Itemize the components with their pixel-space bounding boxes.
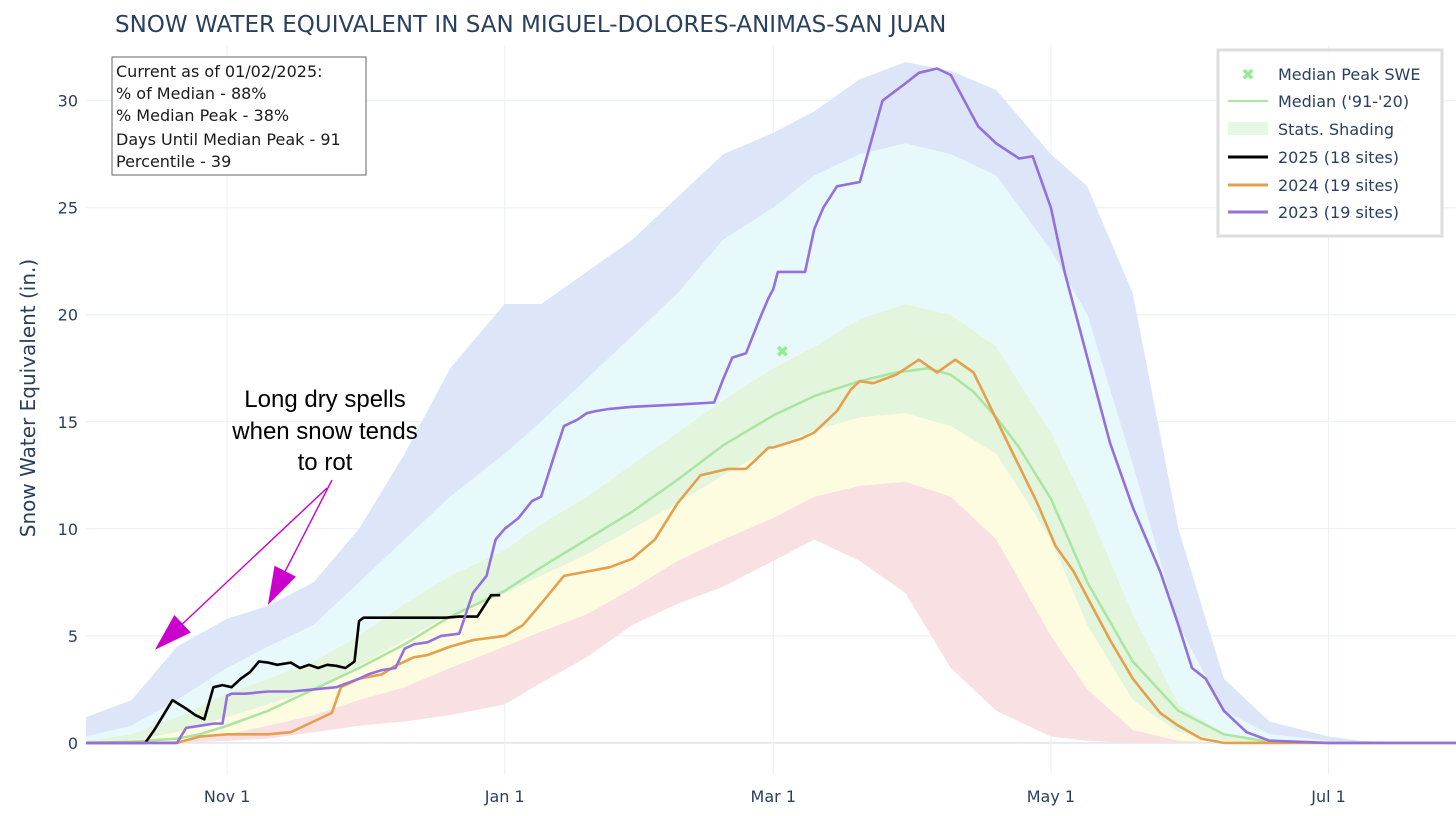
x-tick-label: Nov 1 xyxy=(204,787,251,806)
series-line-2025 xyxy=(86,593,501,745)
y-tick-label: 30 xyxy=(58,92,78,111)
annotation: Long dry spells when snow tends to rot xyxy=(154,386,418,650)
x-tick-label: Mar 1 xyxy=(751,787,796,806)
info-line: Current as of 01/02/2025: xyxy=(116,62,323,81)
y-tick-label: 5 xyxy=(68,627,78,646)
percentile-bands xyxy=(86,62,1456,743)
info-line: Percentile - 39 xyxy=(116,152,231,171)
legend-item[interactable]: 2023 (19 sites) xyxy=(1228,203,1399,222)
band-p10-min xyxy=(86,481,1456,743)
legend: ✖ Median Peak SWE Median ('91-'20) Stats… xyxy=(1216,48,1444,238)
legend-label: 2023 (19 sites) xyxy=(1278,203,1399,222)
band-p70-p30 xyxy=(86,304,1456,743)
median-peak-icon: ✖ xyxy=(1241,65,1254,84)
legend-item[interactable]: 2025 (18 sites) xyxy=(1228,148,1399,167)
markers: ✖ xyxy=(776,342,789,361)
chart-title: SNOW WATER EQUIVALENT IN SAN MIGUEL-DOLO… xyxy=(115,12,946,38)
shading-swatch-icon xyxy=(1228,122,1268,135)
band-max-p90 xyxy=(86,62,1456,743)
info-line: % Median Peak - 38% xyxy=(116,106,289,125)
axis-ticks: 0 5 10 15 20 25 30 Nov 1 Jan 1 Mar 1 May 1 Jul 1 xyxy=(58,92,1346,806)
legend-label: Stats. Shading xyxy=(1278,120,1394,139)
median-peak-marker: ✖ xyxy=(776,342,789,361)
info-line: Days Until Median Peak - 91 xyxy=(116,130,341,149)
legend-item[interactable]: ✖ Median Peak SWE xyxy=(1241,65,1420,84)
band-p30-p10 xyxy=(86,413,1456,743)
legend-item[interactable]: Stats. Shading xyxy=(1228,120,1394,139)
y-tick-label: 10 xyxy=(58,520,78,539)
annotation-arrows xyxy=(154,479,333,650)
legend-label: Median ('91-'20) xyxy=(1278,92,1409,111)
legend-label: 2024 (19 sites) xyxy=(1278,176,1399,195)
y-tick-label: 0 xyxy=(68,734,78,753)
series-lines xyxy=(85,67,1456,745)
annotation-line: Long dry spells xyxy=(244,386,405,413)
x-tick-label: May 1 xyxy=(1027,787,1075,806)
legend-label: Median Peak SWE xyxy=(1278,65,1420,84)
band-p90-p70 xyxy=(86,143,1456,743)
y-tick-label: 15 xyxy=(58,413,78,432)
legend-item[interactable]: Median ('91-'20) xyxy=(1228,92,1409,111)
y-tick-label: 25 xyxy=(58,199,78,218)
series-line-2023 xyxy=(86,67,1456,745)
y-axis-label: Snow Water Equivalent (in.) xyxy=(16,259,40,537)
annotation-arrow-head xyxy=(267,565,296,605)
info-line: % of Median - 88% xyxy=(116,84,267,103)
x-tick-label: Jan 1 xyxy=(484,787,525,806)
legend-label: 2025 (18 sites) xyxy=(1278,148,1399,167)
y-tick-label: 20 xyxy=(58,306,78,325)
annotation-arrow-head xyxy=(154,615,191,650)
info-box: Current as of 01/02/2025: % of Median - … xyxy=(111,56,367,176)
x-tick-label: Jul 1 xyxy=(1310,787,1346,806)
annotation-arrow-line xyxy=(158,487,328,647)
annotation-line: to rot xyxy=(298,449,353,476)
legend-item[interactable]: 2024 (19 sites) xyxy=(1228,176,1399,195)
annotation-line: when snow tends xyxy=(231,418,417,445)
series-line-median xyxy=(85,367,1329,745)
